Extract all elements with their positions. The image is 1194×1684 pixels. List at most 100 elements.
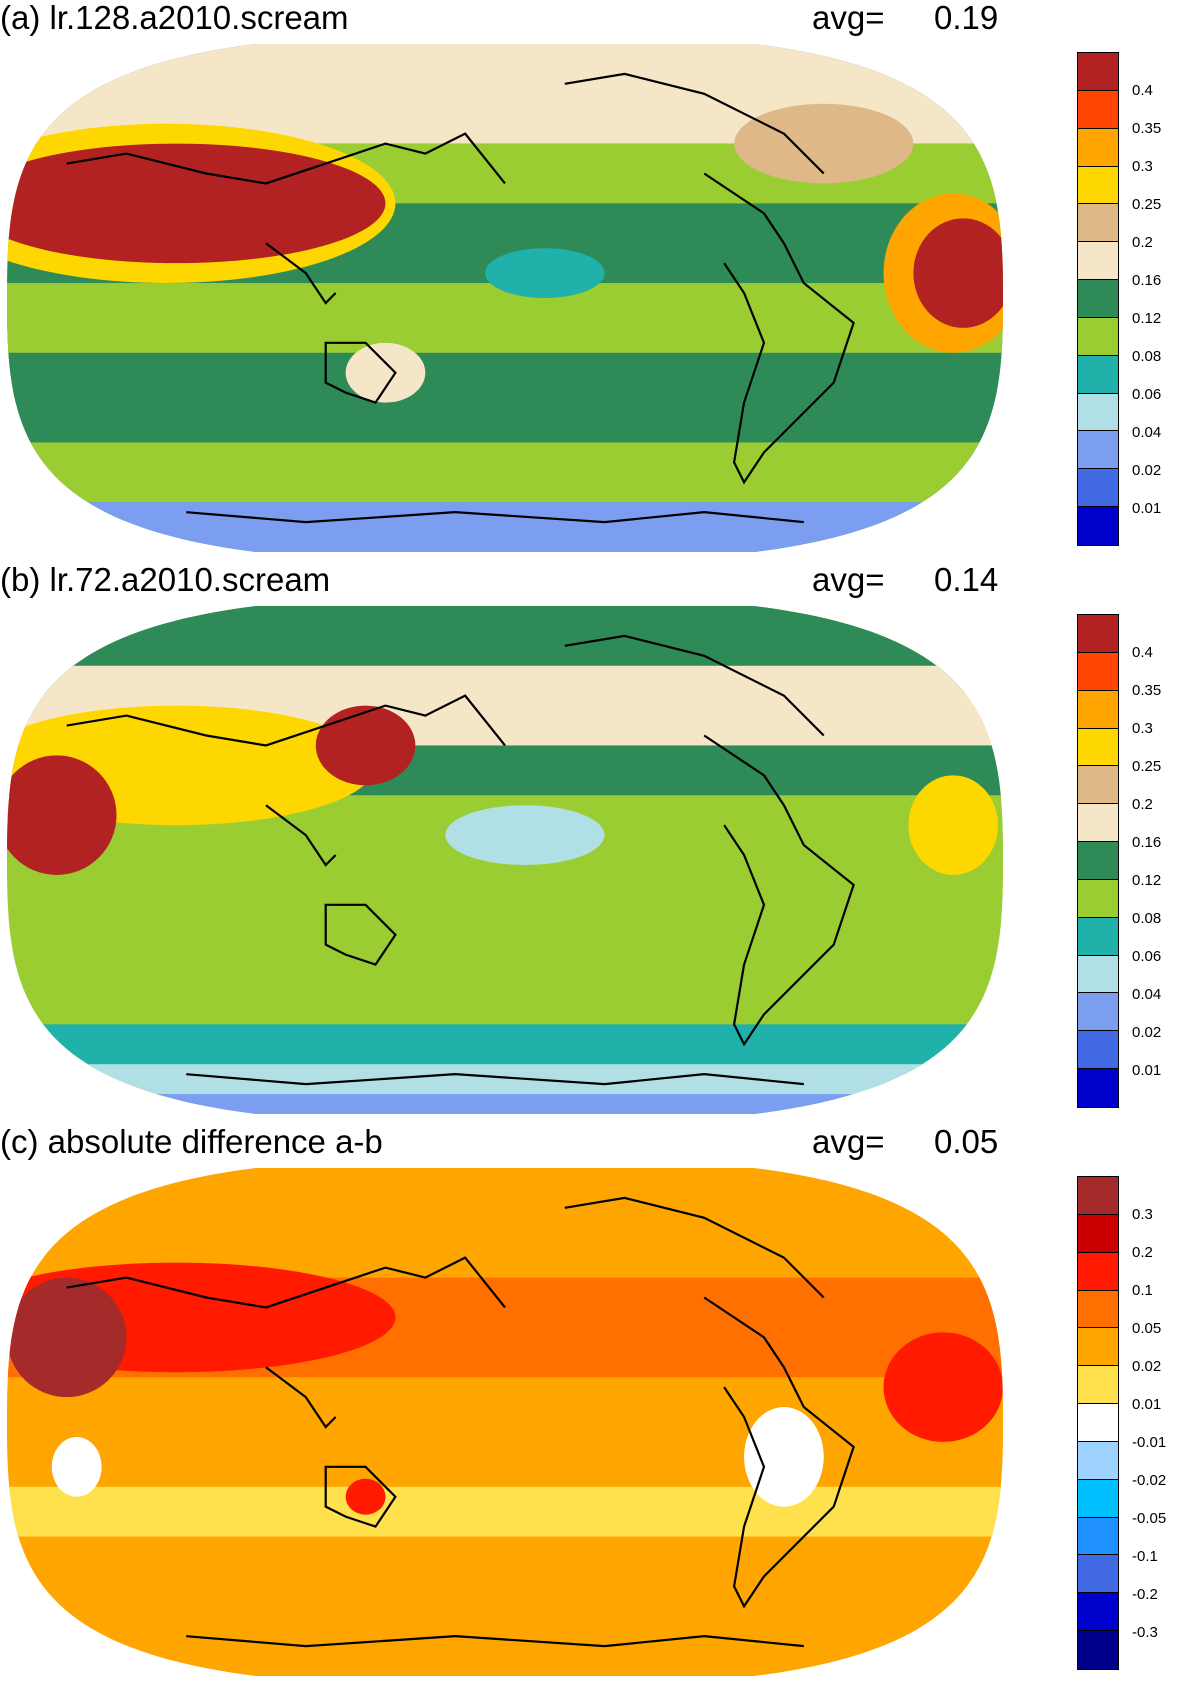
colorbar-label: 0.06: [1132, 386, 1162, 403]
colorbar-label: 0.35: [1132, 120, 1162, 137]
colorbar-box: [1078, 90, 1118, 129]
panel-a-avg-label: avg=: [812, 0, 885, 36]
panel-c-colorbar-boxes: [1077, 1176, 1119, 1670]
colorbar-label: 0.02: [1132, 1358, 1162, 1375]
coastlines: [66, 1196, 855, 1648]
colorbar-label: 0.2: [1132, 234, 1153, 251]
colorbar-box: [1078, 1555, 1118, 1594]
colorbar-box: [1078, 1517, 1118, 1556]
colorbar-box: [1078, 53, 1118, 91]
colorbar-box: [1078, 615, 1118, 653]
panel-a: (a) lr.128.a2010.scream avg= 0.19: [0, 0, 1194, 560]
colorbar-box: [1078, 728, 1118, 767]
colorbar-label: 0.01: [1132, 1396, 1162, 1413]
colorbar-box: [1078, 1328, 1118, 1367]
colorbar-label: 0.05: [1132, 1320, 1162, 1337]
panel-b-avg-value: 0.14: [934, 561, 999, 598]
panel-b: (b) lr.72.a2010.scream avg= 0.14: [0, 562, 1194, 1122]
colorbar-box: [1078, 1631, 1118, 1669]
colorbar-box: [1078, 355, 1118, 394]
colorbar-box: [1078, 1252, 1118, 1291]
colorbar-label: 0.2: [1132, 796, 1153, 813]
colorbar-label: 0.12: [1132, 872, 1162, 889]
colorbar-box: [1078, 690, 1118, 729]
colorbar-box: [1078, 1177, 1118, 1215]
colorbar-label: 0.25: [1132, 196, 1162, 213]
colorbar-label: 0.3: [1132, 720, 1153, 737]
colorbar-label: 0.08: [1132, 910, 1162, 927]
colorbar-box: [1078, 1441, 1118, 1480]
panel-c-colorbar: 0.3 0.2 0.1 0.05 0.02 0.01 -0.01 -0.02 -…: [1077, 1176, 1187, 1670]
colorbar-label: 0.3: [1132, 158, 1153, 175]
colorbar-box: [1078, 1214, 1118, 1253]
colorbar-box: [1078, 804, 1118, 843]
colorbar-box: [1078, 1593, 1118, 1632]
coastlines: [66, 634, 855, 1086]
colorbar-box: [1078, 166, 1118, 205]
colorbar-label: -0.3: [1132, 1624, 1158, 1641]
colorbar-box: [1078, 879, 1118, 918]
panel-b-map-svg: [6, 606, 1004, 1114]
panel-a-map-svg: [6, 44, 1004, 552]
colorbar-box: [1078, 1031, 1118, 1070]
colorbar-box: [1078, 1290, 1118, 1329]
panel-b-avg-label: avg=: [812, 561, 885, 598]
colorbar-label: -0.1: [1132, 1548, 1158, 1565]
panel-c-map-svg: [6, 1168, 1004, 1676]
colorbar-box: [1078, 1366, 1118, 1405]
colorbar-box: [1078, 469, 1118, 508]
colorbar-label: 0.12: [1132, 310, 1162, 327]
colorbar-box: [1078, 507, 1118, 545]
colorbar-label: 0.01: [1132, 1062, 1162, 1079]
panel-c-avg-label: avg=: [812, 1123, 885, 1160]
panel-c-avg-value: 0.05: [934, 1123, 999, 1160]
colorbar-box: [1078, 431, 1118, 470]
colorbar-label: -0.02: [1132, 1472, 1167, 1489]
colorbar-box: [1078, 1069, 1118, 1107]
panel-c-map: [6, 1168, 1004, 1676]
colorbar-label: -0.2: [1132, 1586, 1158, 1603]
panel-a-colorbar-boxes: [1077, 52, 1119, 546]
colorbar-label: 0.2: [1132, 1244, 1153, 1261]
field-base: [6, 1168, 1004, 1676]
colorbar-label: 0.4: [1132, 82, 1153, 99]
colorbar-box: [1078, 955, 1118, 994]
colorbar-label: 0.35: [1132, 682, 1162, 699]
colorbar-label: 0.02: [1132, 1024, 1162, 1041]
panel-b-colorbar-boxes: [1077, 614, 1119, 1108]
colorbar-label: 0.16: [1132, 834, 1162, 851]
colorbar-label: 0.1: [1132, 1282, 1153, 1299]
colorbar-label: 0.4: [1132, 644, 1153, 661]
colorbar-box: [1078, 317, 1118, 356]
panel-c-title: (c) absolute difference a-b: [0, 1123, 383, 1160]
colorbar-label: 0.02: [1132, 462, 1162, 479]
colorbar-box: [1078, 917, 1118, 956]
panel-c: (c) absolute difference a-b avg= 0.05: [0, 1124, 1194, 1684]
panel-b-title: (b) lr.72.a2010.scream: [0, 561, 331, 598]
panel-a-title: (a) lr.128.a2010.scream: [0, 0, 349, 36]
colorbar-box: [1078, 393, 1118, 432]
panel-b-colorbar: 0.4 0.35 0.3 0.25 0.2 0.16 0.12 0.08 0.0…: [1077, 614, 1187, 1108]
colorbar-box: [1078, 842, 1118, 880]
colorbar-label: 0.01: [1132, 500, 1162, 517]
colorbar-label: -0.01: [1132, 1434, 1167, 1451]
panel-a-avg-value: 0.19: [934, 0, 999, 36]
colorbar-label: 0.04: [1132, 424, 1162, 441]
colorbar-label: 0.08: [1132, 348, 1162, 365]
colorbar-box: [1078, 242, 1118, 281]
colorbar-label: 0.25: [1132, 758, 1162, 775]
colorbar-box: [1078, 204, 1118, 243]
panel-a-map: [6, 44, 1004, 552]
colorbar-box: [1078, 652, 1118, 691]
colorbar-label: 0.06: [1132, 948, 1162, 965]
colorbar-label: 0.16: [1132, 272, 1162, 289]
colorbar-box: [1078, 1404, 1118, 1442]
panel-a-colorbar: 0.4 0.35 0.3 0.25 0.2 0.16 0.12 0.08 0.0…: [1077, 52, 1187, 546]
colorbar-label: 0.04: [1132, 986, 1162, 1003]
colorbar-label: -0.05: [1132, 1510, 1167, 1527]
coastlines: [66, 72, 855, 524]
colorbar-box: [1078, 1479, 1118, 1518]
colorbar-box: [1078, 993, 1118, 1032]
colorbar-label: 0.3: [1132, 1206, 1153, 1223]
panel-b-map: [6, 606, 1004, 1114]
